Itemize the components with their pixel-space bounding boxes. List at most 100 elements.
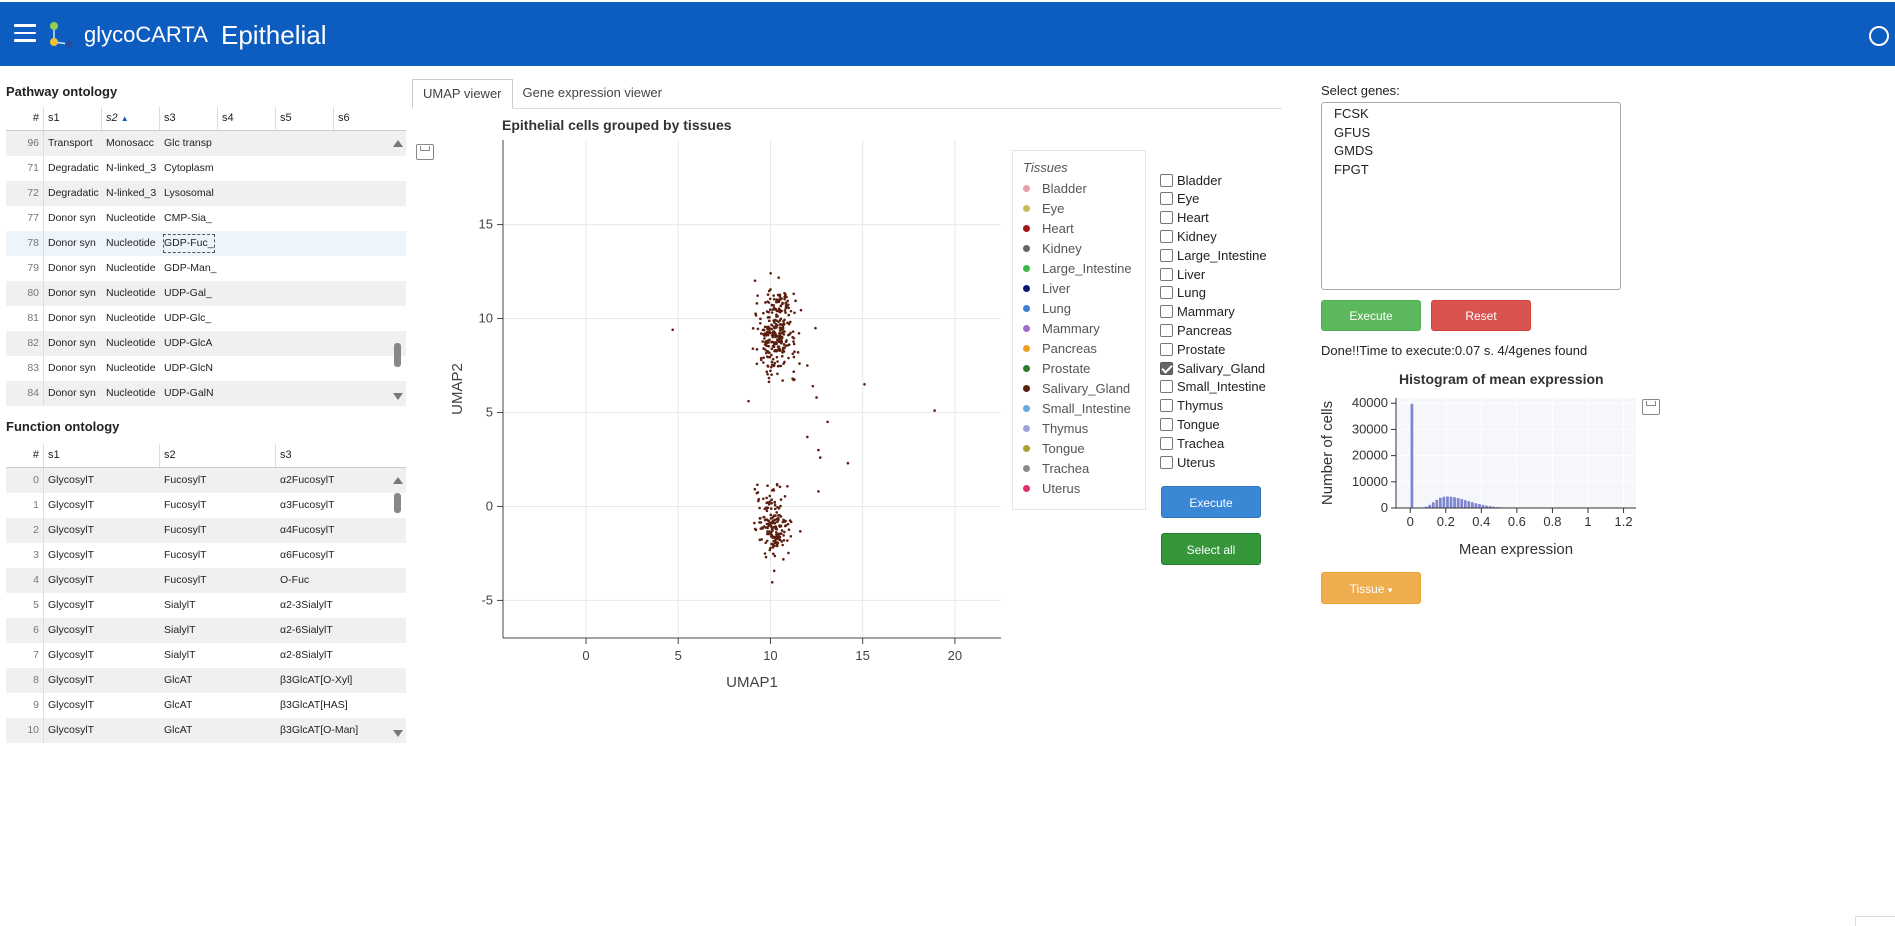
scrollbar-thumb[interactable]	[394, 343, 401, 367]
checkbox-thymus[interactable]: Thymus	[1160, 397, 1223, 415]
table-cell[interactable]: FucosylT	[164, 574, 207, 586]
table-cell[interactable]: SialylT	[164, 599, 196, 611]
table-cell[interactable]: GlycosylT	[48, 499, 95, 511]
checkbox-box[interactable]	[1160, 417, 1173, 431]
legend-item[interactable]: Trachea	[1023, 458, 1089, 478]
table-cell[interactable]: α2FucosylT	[280, 474, 335, 486]
table-cell[interactable]: α3FucosylT	[280, 499, 335, 511]
checkbox-tongue[interactable]: Tongue	[1160, 415, 1220, 433]
table-cell[interactable]: GlycosylT	[48, 674, 95, 686]
table-cell[interactable]: Nucleotide	[106, 312, 156, 324]
column-header-index[interactable]: #	[6, 107, 44, 130]
table-row[interactable]: 10 GlycosylT GlcAT β3GlcAT[O-Man]	[6, 718, 406, 743]
checkbox-lung[interactable]: Lung	[1160, 284, 1206, 302]
genes-textarea[interactable]: FCSK GFUS GMDS FPGT	[1321, 102, 1621, 290]
table-cell[interactable]: Nucleotide	[106, 387, 156, 399]
table-row[interactable]: 4 GlycosylT FucosylT O-Fuc	[6, 568, 406, 593]
table-row[interactable]: 71 Degradatic N-linked_3 Cytoplasm	[6, 156, 406, 181]
table-cell[interactable]: UDP-Glc_	[164, 312, 212, 324]
select-all-button[interactable]: Select all	[1161, 533, 1261, 565]
table-cell[interactable]: Degradatic	[48, 162, 99, 174]
table-row[interactable]: 2 GlycosylT FucosylT α4FucosylT	[6, 518, 406, 543]
table-cell[interactable]: UDP-GlcA	[164, 337, 213, 349]
column-header-index[interactable]: #	[6, 444, 44, 467]
column-header-s3[interactable]: s3	[280, 449, 292, 461]
table-row[interactable]: 79 Donor syn Nucleotide GDP-Man_	[6, 256, 406, 281]
table-cell[interactable]: Donor syn	[48, 212, 96, 224]
column-header-s6[interactable]: s6	[338, 112, 350, 124]
checkbox-box[interactable]	[1160, 286, 1173, 300]
table-cell[interactable]: Nucleotide	[106, 337, 156, 349]
column-header-s4[interactable]: s4	[218, 107, 276, 130]
table-cell[interactable]: UDP-Gal_	[164, 287, 212, 299]
checkbox-box[interactable]	[1160, 248, 1173, 262]
checkbox-heart[interactable]: Heart	[1160, 209, 1209, 227]
table-row[interactable]: 81 Donor syn Nucleotide UDP-Glc_	[6, 306, 406, 331]
table-cell[interactable]: N-linked_3	[106, 187, 157, 199]
checkbox-prostate[interactable]: Prostate	[1160, 340, 1225, 358]
table-cell[interactable]: α4FucosylT	[280, 524, 335, 536]
execute-umap-button[interactable]: Execute	[1161, 486, 1261, 518]
table-row[interactable]: 82 Donor syn Nucleotide UDP-GlcA	[6, 331, 406, 356]
menu-icon[interactable]	[14, 24, 36, 42]
pathway-ontology-grid[interactable]: # s1 s2 ▲ s3 s4 s5 s6 96 Transport Monosac…	[6, 107, 406, 407]
table-cell[interactable]: GDP-Fuc_	[160, 231, 218, 256]
legend-item[interactable]: Salivary_Gland	[1023, 378, 1130, 398]
legend-item[interactable]: Lung	[1023, 298, 1071, 318]
table-cell[interactable]: Donor syn	[48, 387, 96, 399]
legend-item[interactable]: Uterus	[1023, 478, 1080, 498]
function-scrollbar[interactable]	[393, 477, 403, 737]
scroll-up-icon[interactable]	[393, 140, 403, 147]
table-row[interactable]: 83 Donor syn Nucleotide UDP-GlcN	[6, 356, 406, 381]
brand-name[interactable]: glycoCARTA	[84, 22, 208, 47]
table-row[interactable]: 0 GlycosylT FucosylT α2FucosylT	[6, 468, 406, 493]
tab-umap-viewer[interactable]: UMAP viewer	[412, 79, 513, 109]
reset-button[interactable]: Reset	[1431, 300, 1531, 331]
checkbox-trachea[interactable]: Trachea	[1160, 434, 1224, 452]
table-row[interactable]: 78 Donor syn Nucleotide GDP-Fuc_	[6, 231, 406, 256]
table-cell[interactable]: GlcAT	[164, 674, 193, 686]
legend-item[interactable]: Pancreas	[1023, 338, 1097, 358]
table-cell[interactable]: Donor syn	[48, 312, 96, 324]
column-header-s5[interactable]: s5	[276, 107, 334, 130]
table-cell[interactable]: GlycosylT	[48, 474, 95, 486]
table-cell[interactable]: FucosylT	[164, 524, 207, 536]
table-row[interactable]: 96 Transport Monosacc Glc transp	[6, 131, 406, 156]
legend-item[interactable]: Kidney	[1023, 238, 1082, 258]
save-plot-icon[interactable]	[416, 144, 434, 160]
checkbox-box[interactable]	[1160, 173, 1173, 187]
table-cell[interactable]: Nucleotide	[106, 262, 156, 274]
table-cell[interactable]: Nucleotide	[106, 237, 156, 249]
checkbox-box[interactable]	[1160, 305, 1173, 319]
table-cell[interactable]: GlycosylT	[48, 724, 95, 736]
table-cell[interactable]: α6FucosylT	[280, 549, 335, 561]
checkbox-small-intestine[interactable]: Small_Intestine	[1160, 378, 1266, 396]
table-cell[interactable]: Nucleotide	[106, 212, 156, 224]
table-cell[interactable]: Cytoplasm	[164, 162, 214, 174]
table-row[interactable]: 9 GlycosylT GlcAT β3GlcAT[HAS]	[6, 693, 406, 718]
column-header-s1[interactable]: s1	[44, 444, 160, 467]
checkbox-box[interactable]	[1160, 455, 1173, 469]
table-cell[interactable]: β3GlcAT[O-Man]	[280, 724, 359, 736]
checkbox-uterus[interactable]: Uterus	[1160, 453, 1215, 471]
table-row[interactable]: 80 Donor syn Nucleotide UDP-Gal_	[6, 281, 406, 306]
checkbox-large-intestine[interactable]: Large_Intestine	[1160, 246, 1267, 264]
legend-item[interactable]: Heart	[1023, 218, 1074, 238]
scroll-down-icon[interactable]	[393, 730, 403, 737]
table-cell[interactable]: FucosylT	[164, 549, 207, 561]
checkbox-mammary[interactable]: Mammary	[1160, 303, 1235, 321]
legend-item[interactable]: Large_Intestine	[1023, 258, 1132, 278]
legend-item[interactable]: Small_Intestine	[1023, 398, 1131, 418]
table-cell[interactable]: Degradatic	[48, 187, 99, 199]
checkbox-pancreas[interactable]: Pancreas	[1160, 321, 1232, 339]
checkbox-box[interactable]	[1160, 399, 1173, 413]
table-cell[interactable]: FucosylT	[164, 474, 207, 486]
table-cell[interactable]: CMP-Sia_	[164, 212, 212, 224]
table-cell[interactable]: UDP-GalN	[164, 387, 214, 399]
checkbox-box[interactable]	[1160, 342, 1173, 356]
table-cell[interactable]: Donor syn	[48, 287, 96, 299]
table-cell[interactable]: SialylT	[164, 649, 196, 661]
table-cell[interactable]: β3GlcAT[HAS]	[280, 699, 348, 711]
table-cell[interactable]: GlcAT	[164, 699, 193, 711]
table-cell[interactable]: SialylT	[164, 624, 196, 636]
